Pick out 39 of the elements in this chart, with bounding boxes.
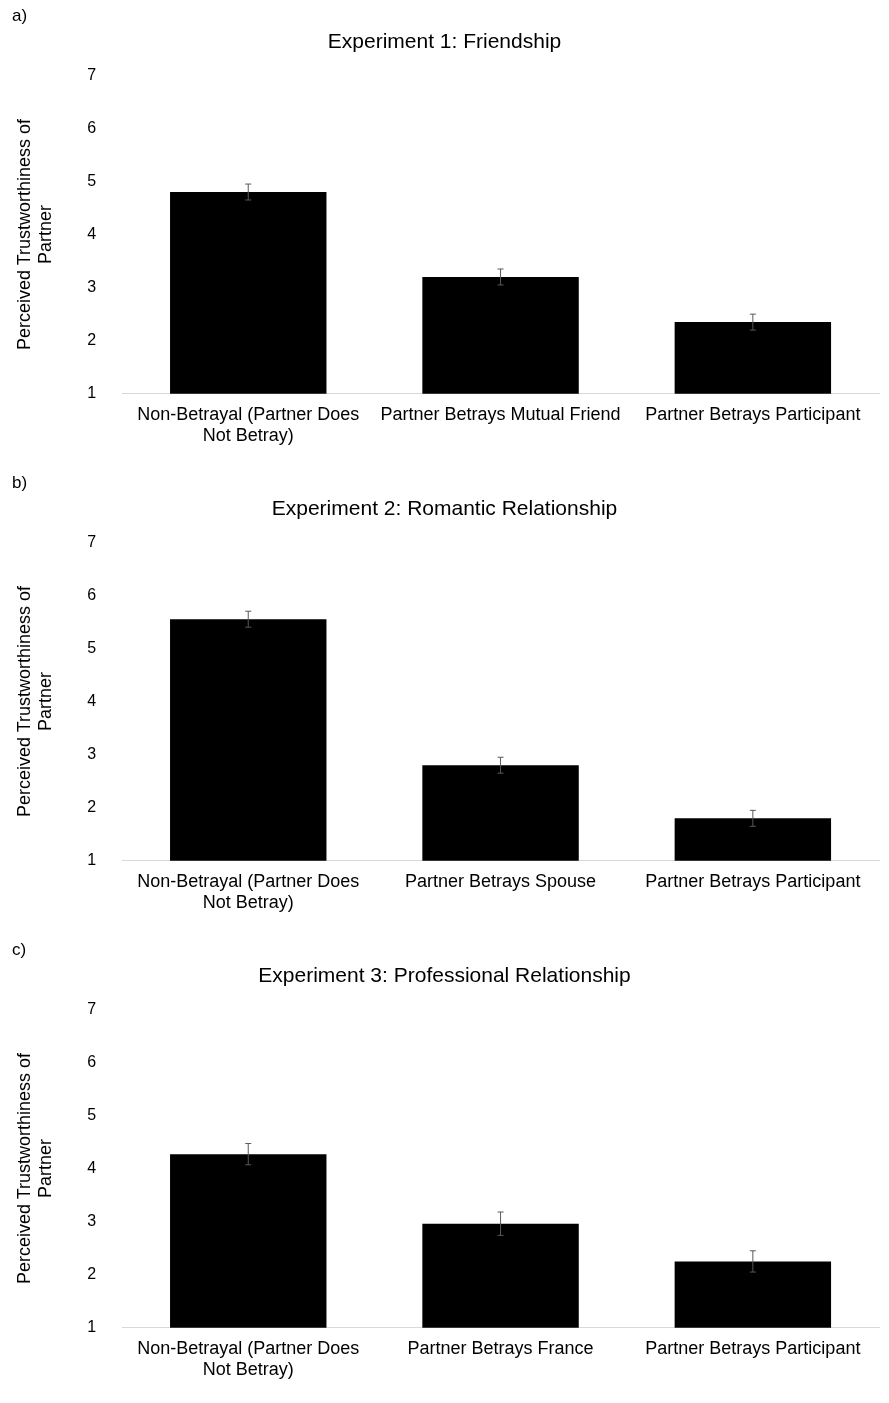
x-tick-label: Partner Betrays Participant [645,870,861,891]
text: b) [12,473,28,493]
y-axis-title: Perceived Trustworthiness of Partner [13,584,56,818]
x-tick-label: Partner Betrays Spouse [404,870,597,891]
x-tick-label: Partner Betrays France [407,1337,594,1358]
y-tick-label: 6 [87,1052,97,1070]
chart-title: Experiment 2: Romantic Relationship [271,496,618,520]
x-tick-label: Partner Betrays Participant [645,403,861,424]
y-axis-title: Perceived Trustworthiness of Partner [13,117,56,351]
y-tick-label: 4 [87,1158,97,1176]
y-tick-label: 7 [87,999,97,1017]
y-tick-label: 2 [87,1265,97,1283]
y-tick-label: 5 [87,171,97,189]
y-tick-label: 6 [87,118,97,136]
y-axis-title: Perceived Trustworthiness of Partner [13,1051,56,1285]
x-tick-label: Partner Betrays Mutual Friend [380,403,621,424]
y-tick-label: 3 [87,745,97,763]
y-tick-label: 2 [87,331,97,349]
y-tick-label: 5 [87,1105,97,1123]
chart-title: Experiment 3: Professional Relationship [258,963,631,987]
y-tick-label: 6 [87,585,97,603]
x-tick-label: Non-Betrayal (Partner Does Not Betray) [137,403,360,446]
x-tick-label: Non-Betrayal (Partner Does Not Betray) [137,870,360,913]
x-tick-label: Non-Betrayal (Partner Does Not Betray) [137,1337,360,1380]
y-tick-label: 1 [87,1318,97,1336]
x-tick-label: Partner Betrays Participant [645,1337,861,1358]
y-tick-label: 7 [87,65,97,83]
chart-title: Experiment 1: Friendship [327,29,562,53]
y-tick-label: 2 [87,798,97,816]
y-tick-label: 3 [87,1212,97,1230]
y-tick-label: 3 [87,278,97,296]
text: a) [12,6,28,26]
y-tick-label: 5 [87,638,97,656]
y-tick-label: 4 [87,691,97,709]
y-tick-label: 4 [87,224,97,242]
text: c) [12,940,27,960]
y-tick-label: 7 [87,532,97,550]
y-tick-label: 1 [87,384,97,402]
y-tick-label: 1 [87,851,97,869]
